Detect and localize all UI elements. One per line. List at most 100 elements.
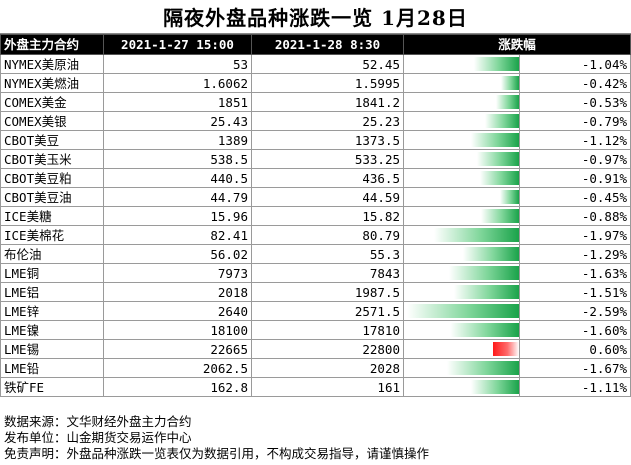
table-row: CBOT美豆 1389 1373.5 -1.12% <box>0 130 631 150</box>
prev-price: 15.96 <box>103 206 252 226</box>
contract-name: CBOT美豆粕 <box>0 168 104 188</box>
change-percent: -0.42% <box>518 73 631 93</box>
change-percent: -1.60% <box>518 320 631 340</box>
page-title: 隔夜外盘品种涨跌一览 1月28日 <box>0 0 631 34</box>
contract-name: 铁矿FE <box>0 377 104 397</box>
change-percent: -1.63% <box>518 263 631 283</box>
change-percent: -2.59% <box>518 301 631 321</box>
table-row: ICE美棉花 82.41 80.79 -1.97% <box>0 225 631 245</box>
prev-price: 22665 <box>103 339 252 359</box>
change-percent: -1.04% <box>518 54 631 74</box>
change-bar-cell <box>403 263 520 283</box>
table-row: 铁矿FE 162.8 161 -1.11% <box>0 377 631 397</box>
contract-name: LME铅 <box>0 358 104 378</box>
change-percent: -1.12% <box>518 130 631 150</box>
table-row: COMEX美银 25.43 25.23 -0.79% <box>0 111 631 131</box>
change-bar-cell <box>403 206 520 226</box>
curr-price: 7843 <box>251 263 404 283</box>
change-bar-negative <box>499 190 519 204</box>
curr-price: 44.59 <box>251 187 404 207</box>
table-row: 布伦油 56.02 55.3 -1.29% <box>0 244 631 264</box>
change-percent: -0.45% <box>518 187 631 207</box>
change-bar-cell <box>403 111 520 131</box>
change-percent: -0.88% <box>518 206 631 226</box>
curr-price: 1.5995 <box>251 73 404 93</box>
change-percent: -0.97% <box>518 149 631 169</box>
change-bar-cell <box>403 149 520 169</box>
contract-name: ICE美棉花 <box>0 225 104 245</box>
prev-price: 2062.5 <box>103 358 252 378</box>
change-bar-negative <box>463 247 519 261</box>
change-bar-negative <box>470 133 519 147</box>
curr-price: 1841.2 <box>251 92 404 112</box>
table-row: CBOT美玉米 538.5 533.25 -0.97% <box>0 149 631 169</box>
prev-price: 1.6062 <box>103 73 252 93</box>
change-bar-negative <box>448 266 519 280</box>
contract-name: LME锡 <box>0 339 104 359</box>
prev-price: 18100 <box>103 320 252 340</box>
table-row: LME铝 2018 1987.5 -1.51% <box>0 282 631 302</box>
table-row: LME铅 2062.5 2028 -1.67% <box>0 358 631 378</box>
change-bar-negative <box>474 57 519 71</box>
change-percent: -0.79% <box>518 111 631 131</box>
prev-price: 440.5 <box>103 168 252 188</box>
header-curr-time: 2021-1-28 8:30 <box>251 34 404 55</box>
table-row: NYMEX美燃油 1.6062 1.5995 -0.42% <box>0 73 631 93</box>
table-row: LME铜 7973 7843 -1.63% <box>0 263 631 283</box>
change-percent: -1.67% <box>518 358 631 378</box>
change-bar-cell <box>403 339 520 359</box>
header-contract: 外盘主力合约 <box>0 34 104 55</box>
contract-name: CBOT美豆 <box>0 130 104 150</box>
footer-source: 数据来源：文华财经外盘主力合约 <box>4 414 192 429</box>
prev-price: 7973 <box>103 263 252 283</box>
prev-price: 44.79 <box>103 187 252 207</box>
table-row: CBOT美豆粕 440.5 436.5 -0.91% <box>0 168 631 188</box>
header-change: 涨跌幅 <box>402 34 631 55</box>
change-percent: 0.60% <box>518 339 631 359</box>
prev-price: 53 <box>103 54 252 74</box>
change-bar-negative <box>479 171 519 185</box>
change-bar-cell <box>403 168 520 188</box>
table-row: NYMEX美原油 53 52.45 -1.04% <box>0 54 631 74</box>
header-prev-time: 2021-1-27 15:00 <box>103 34 252 55</box>
footer-disclaimer: 免责声明：外盘品种涨跌一览表仅为数据引用，不构成交易指导，请谨慎操作 <box>4 446 430 461</box>
contract-name: CBOT美玉米 <box>0 149 104 169</box>
change-bar-cell <box>403 358 520 378</box>
change-bar-cell <box>403 54 520 74</box>
change-bar-negative <box>453 285 519 299</box>
table-row: LME锡 22665 22800 0.60% <box>0 339 631 359</box>
curr-price: 80.79 <box>251 225 404 245</box>
curr-price: 52.45 <box>251 54 404 74</box>
prev-price: 538.5 <box>103 149 252 169</box>
change-percent: -1.51% <box>518 282 631 302</box>
prev-price: 2640 <box>103 301 252 321</box>
change-percent: -1.97% <box>518 225 631 245</box>
change-bar-negative <box>433 228 519 242</box>
change-bar-cell <box>403 320 520 340</box>
contract-name: LME铝 <box>0 282 104 302</box>
change-bar-negative <box>477 152 519 166</box>
change-bar-negative <box>446 361 519 375</box>
prev-price: 162.8 <box>103 377 252 397</box>
change-bar-cell <box>403 130 520 150</box>
curr-price: 15.82 <box>251 206 404 226</box>
change-bar-cell <box>403 187 520 207</box>
change-percent: -1.11% <box>518 377 631 397</box>
change-percent: -0.91% <box>518 168 631 188</box>
prev-price: 1389 <box>103 130 252 150</box>
change-bar-negative <box>449 323 519 337</box>
contract-name: 布伦油 <box>0 244 104 264</box>
contract-name: NYMEX美燃油 <box>0 73 104 93</box>
contract-name: NYMEX美原油 <box>0 54 104 74</box>
prev-price: 82.41 <box>103 225 252 245</box>
table-row: ICE美糖 15.96 15.82 -0.88% <box>0 206 631 226</box>
change-bar-negative <box>496 95 519 109</box>
change-bar-cell <box>403 282 520 302</box>
change-bar-cell <box>403 244 520 264</box>
curr-price: 2571.5 <box>251 301 404 321</box>
change-bar-positive <box>493 342 519 356</box>
change-bar-negative <box>480 209 519 223</box>
change-bar-negative <box>484 114 519 128</box>
footer-publisher: 发布单位：山金期货交易运作中心 <box>4 430 192 445</box>
